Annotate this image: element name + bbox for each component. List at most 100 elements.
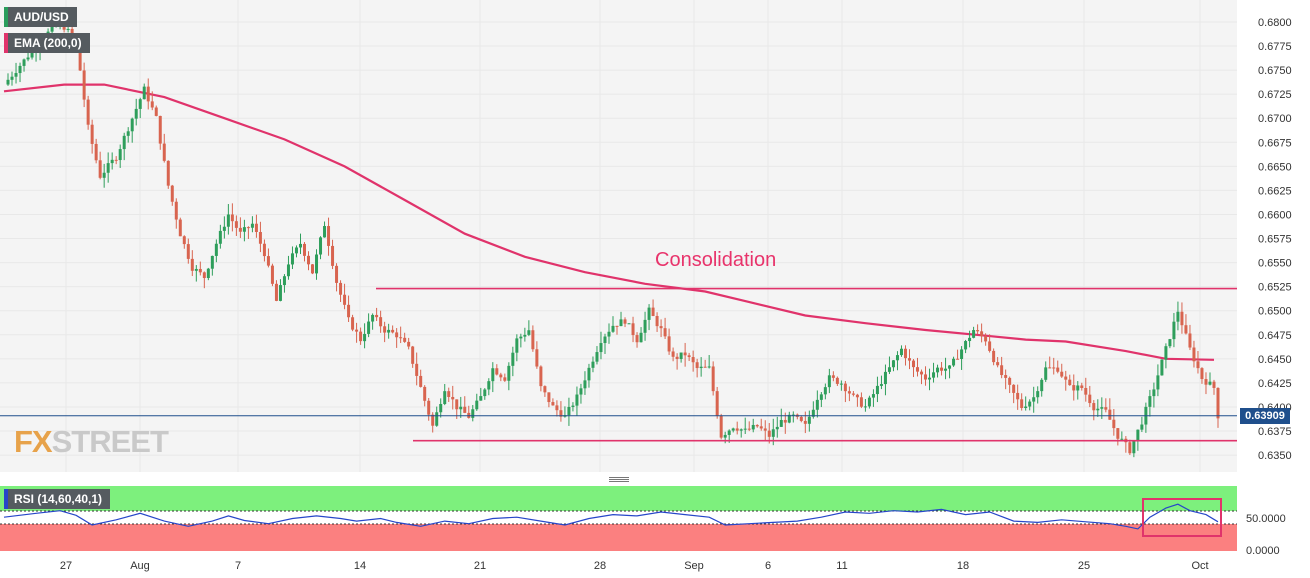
rsi-legend[interactable]: RSI (14,60,40,1) [4, 489, 111, 509]
candle-body [911, 360, 915, 368]
candle-body [695, 362, 699, 369]
candle-body [623, 319, 627, 324]
candle-body [531, 330, 535, 350]
candle-body [928, 377, 932, 380]
y-tick-label: 0.6425 [1258, 378, 1292, 390]
candle-body [575, 394, 579, 406]
candle-body [254, 223, 258, 232]
candle-body [210, 255, 214, 269]
candle-body [375, 314, 379, 318]
candle-body [675, 356, 679, 359]
candle-body [262, 243, 266, 257]
candle-body [936, 367, 940, 373]
candle-body [1128, 442, 1132, 454]
candle-body [1088, 394, 1092, 404]
candle-body [787, 414, 791, 423]
candle-body [895, 355, 899, 361]
candle-body [875, 385, 879, 395]
candle-body [627, 323, 631, 325]
candle-body [1168, 339, 1172, 347]
candle-body [952, 358, 956, 366]
logo-street: STREET [51, 424, 169, 459]
candle-body [1012, 384, 1016, 393]
candle-body [298, 243, 302, 248]
candle-body [1132, 440, 1136, 454]
candle-body [503, 377, 507, 381]
ema-line [3, 83, 1215, 361]
candle-body [1008, 377, 1012, 385]
candle-body [218, 230, 222, 244]
candle-body [1148, 396, 1152, 407]
y-tick-label: 0.6750 [1258, 65, 1292, 77]
candle-body [327, 226, 331, 246]
candle-body [803, 420, 807, 424]
candle-body [839, 383, 843, 385]
x-tick-label: 28 [594, 560, 606, 572]
candle-body [835, 377, 839, 384]
candle-body [403, 337, 407, 342]
candle-body [992, 350, 996, 363]
candle-body [1064, 376, 1068, 380]
candle-body [635, 335, 639, 343]
candle-body [679, 352, 683, 359]
candle-body [335, 265, 339, 283]
candle-body [130, 118, 134, 132]
candle-body [747, 428, 751, 430]
candle-body [319, 237, 323, 255]
ema-line-group [3, 83, 1215, 361]
y-tick-label: 0.6625 [1258, 185, 1292, 197]
candle-body [367, 321, 371, 334]
candle-body [1068, 379, 1072, 386]
candle-body [587, 367, 591, 381]
time-axis[interactable]: 27 Aug 7 14 21 28 Sep 6 11 18 25 Oct [60, 560, 1209, 572]
candle-body [711, 366, 715, 392]
candle-body [18, 65, 22, 74]
candle-body [154, 107, 158, 116]
candle-body [190, 258, 194, 271]
candle-body [843, 383, 847, 392]
candle-body [1196, 361, 1200, 369]
y-tick-label: 0.6675 [1258, 137, 1292, 149]
ema-legend[interactable]: EMA (200,0) [4, 33, 90, 53]
candle-body [859, 397, 863, 407]
candle-body [631, 323, 635, 336]
consolidation-annotation: Consolidation [655, 249, 776, 271]
candle-body [907, 358, 911, 361]
candle-body [735, 428, 739, 431]
candle-body [331, 245, 335, 266]
price-axis[interactable]: 0.6800 0.6775 0.6750 0.6725 0.6700 0.6675 0.66… [1258, 17, 1292, 462]
candle-body [1052, 367, 1056, 369]
candle-body [867, 397, 871, 407]
candle-body [972, 330, 976, 338]
rsi-neutral-zone [0, 511, 1237, 524]
candle-body [182, 236, 186, 245]
candle-body [1020, 399, 1024, 408]
x-tick-label: 25 [1078, 560, 1090, 572]
candle-body [483, 389, 487, 397]
rsi-highlight-box [1142, 498, 1222, 537]
candle-body [1120, 438, 1124, 440]
candle-body [1140, 424, 1144, 430]
candle-body [1204, 379, 1208, 385]
rsi-label: RSI (14,60,40,1) [14, 492, 103, 506]
candle-body [783, 419, 787, 423]
candle-body [731, 428, 735, 431]
candle-body [851, 393, 855, 395]
candle-body [511, 352, 515, 366]
y-tick-label: 0.6775 [1258, 41, 1292, 53]
candle-body [703, 366, 707, 368]
symbol-legend[interactable]: AUD/USD [4, 7, 77, 27]
candle-body [170, 185, 174, 202]
candle-body [755, 424, 759, 427]
candle-body [294, 247, 298, 254]
candle-body [387, 329, 391, 333]
y-tick-label: 0.6600 [1258, 209, 1292, 221]
candle-body [222, 226, 226, 231]
candle-body [66, 28, 70, 30]
candle-body [647, 307, 651, 320]
candle-body [595, 352, 599, 362]
candle-body [739, 429, 743, 431]
panel-resize-handle[interactable] [609, 477, 629, 483]
candle-body [355, 329, 359, 332]
candle-body [932, 372, 936, 378]
